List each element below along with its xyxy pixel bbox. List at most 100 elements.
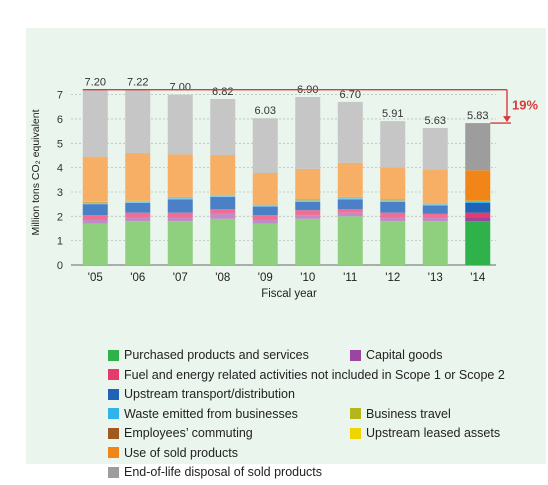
legend-row: Purchased products and services Capital g…	[108, 348, 548, 368]
bar-segment	[253, 215, 278, 220]
bar-segment	[338, 102, 363, 163]
legend-swatch	[108, 369, 119, 380]
bar-segment	[423, 128, 448, 169]
legend-swatch	[108, 428, 119, 439]
legend-swatch	[350, 428, 361, 439]
total-label: 7.20	[85, 77, 106, 89]
legend-item: Upstream transport/distribution	[108, 387, 295, 401]
legend-label: Upstream transport/distribution	[124, 387, 295, 401]
bar-segment	[125, 203, 150, 213]
bar-segment	[423, 205, 448, 214]
total-label: 6.70	[340, 89, 361, 101]
x-tick-label: '09	[258, 272, 273, 284]
bar-segment	[210, 197, 235, 209]
total-label: 5.63	[425, 115, 446, 127]
legend-row: Employees’ commuting Upstream leased asse…	[108, 426, 548, 446]
bar-segment	[210, 99, 235, 155]
bar-segment	[210, 219, 235, 265]
legend-label: Business travel	[366, 407, 451, 421]
bar-segment	[253, 205, 278, 206]
x-tick-label: '14	[470, 272, 486, 284]
bar-segment	[380, 202, 405, 213]
bar-segment	[465, 213, 490, 218]
legend-label: Employees’ commuting	[124, 426, 253, 440]
y-tick-label: 5	[57, 138, 63, 150]
legend-swatch	[108, 389, 119, 400]
bar-segment	[210, 155, 235, 194]
bar-segment	[295, 210, 320, 215]
y-tick-label: 3	[57, 187, 63, 199]
bar-segment	[295, 202, 320, 211]
bar-segment	[210, 214, 235, 219]
x-tick-label: '05	[88, 272, 103, 284]
legend-row: Use of sold products	[108, 446, 548, 466]
bar-segment	[338, 198, 363, 199]
legend-row: End-of-life disposal of sold products	[108, 465, 548, 485]
bar-segment	[253, 207, 278, 216]
bar-segment	[338, 216, 363, 265]
bar-segment	[465, 203, 490, 213]
total-label: 7.22	[127, 76, 148, 88]
bar-segment	[423, 218, 448, 222]
bar-segment	[423, 221, 448, 265]
bar-segment	[168, 199, 193, 212]
bar-segment	[380, 200, 405, 201]
x-tick-label: '10	[300, 272, 315, 284]
legend-swatch	[108, 350, 119, 361]
bar-segment	[295, 219, 320, 265]
legend-item: End-of-life disposal of sold products	[108, 465, 322, 479]
bar-segment	[83, 90, 108, 157]
bar-segment	[295, 200, 320, 201]
bar-segment	[465, 221, 490, 265]
bar-segment	[380, 221, 405, 265]
legend-label: Purchased products and services	[124, 348, 309, 362]
bar-segment	[168, 198, 193, 199]
bar-segment	[168, 95, 193, 155]
y-tick-label: 7	[57, 90, 63, 102]
bar-segment	[253, 224, 278, 265]
legend-item: Employees’ commuting	[108, 426, 253, 440]
annotation-arrow-head	[503, 116, 511, 122]
bar-segment	[295, 169, 320, 199]
bar-segment	[83, 157, 108, 202]
bar-segment	[125, 221, 150, 265]
bar-segment	[168, 154, 193, 196]
legend-row: Upstream transport/distribution	[108, 387, 548, 407]
legend-item: Upstream leased assets	[350, 426, 500, 440]
bar-segment	[465, 170, 490, 200]
legend-label: Capital goods	[366, 348, 442, 362]
x-axis-label: Fiscal year	[261, 288, 317, 300]
bar-segment	[253, 118, 278, 173]
legend-row: Fuel and energy related activities not i…	[108, 368, 548, 388]
bar-segment	[423, 204, 448, 205]
x-tick-label: '07	[173, 272, 188, 284]
total-label: 5.83	[467, 110, 488, 122]
bar-segment	[125, 89, 150, 153]
bar-segment	[168, 213, 193, 218]
bar-segment	[83, 203, 108, 204]
total-label: 5.91	[382, 108, 403, 120]
y-tick-label: 1	[57, 236, 63, 248]
bar-segment	[338, 209, 363, 213]
legend-label: Upstream leased assets	[366, 426, 500, 440]
bar-segment	[465, 218, 490, 222]
x-tick-label: '08	[215, 272, 230, 284]
y-tick-label: 4	[57, 163, 63, 175]
bar-segment	[210, 196, 235, 197]
bar-segment	[380, 121, 405, 167]
bar-segment	[338, 213, 363, 217]
legend-swatch	[108, 408, 119, 419]
total-label: 6.82	[212, 86, 233, 98]
bar-segment	[295, 215, 320, 219]
legend-row: Waste emitted from businesses Business tr…	[108, 407, 548, 427]
bar-segment	[253, 173, 278, 204]
annotation-label: 19%	[512, 97, 538, 112]
bar-segment	[295, 97, 320, 169]
bar-segment	[380, 218, 405, 222]
bar-segment	[465, 202, 490, 203]
bar-segment	[125, 153, 150, 200]
y-tick-label: 0	[57, 260, 63, 272]
legend-item: Waste emitted from businesses	[108, 407, 298, 421]
bar-segment	[125, 218, 150, 222]
